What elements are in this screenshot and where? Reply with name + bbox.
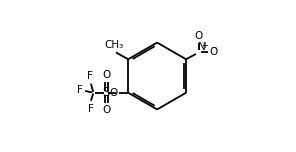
Text: O: O	[102, 70, 110, 80]
Text: O: O	[209, 47, 218, 57]
Text: N: N	[198, 42, 206, 52]
Text: F: F	[77, 85, 83, 95]
Text: F: F	[88, 104, 94, 114]
Text: S: S	[102, 86, 110, 99]
Text: +: +	[201, 41, 208, 50]
Text: CH₃: CH₃	[104, 40, 123, 50]
Text: O: O	[194, 31, 203, 41]
Text: ⁻: ⁻	[212, 46, 217, 56]
Text: F: F	[87, 71, 93, 81]
Text: O: O	[109, 88, 117, 98]
Text: O: O	[102, 105, 110, 115]
